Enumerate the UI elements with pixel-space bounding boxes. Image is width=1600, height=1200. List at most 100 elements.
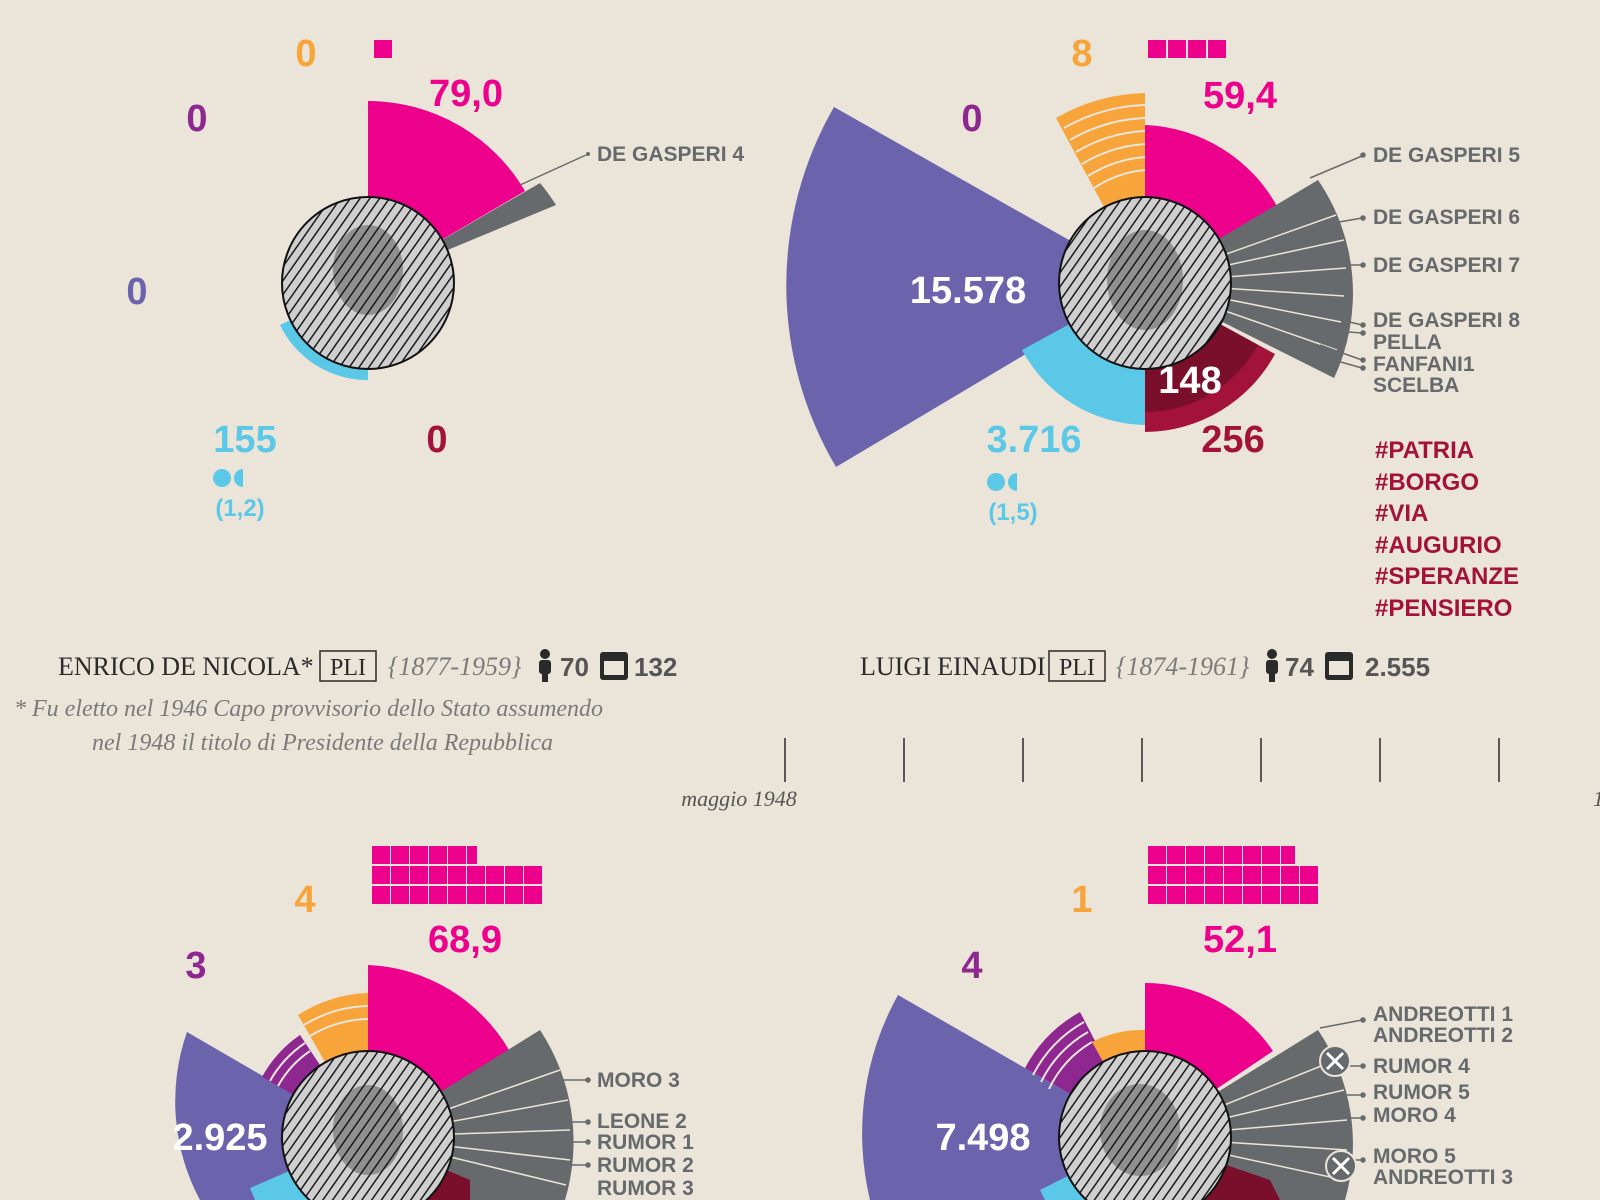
chart-mark [1168, 40, 1186, 58]
laws-value: 3.716 [986, 419, 1081, 461]
governments-fan [1144, 180, 1353, 378]
chart-mark [1243, 846, 1261, 864]
chart-mark [1360, 152, 1366, 158]
chart-mark [448, 886, 466, 904]
chart-mark [1266, 660, 1278, 674]
chart-mark [1148, 886, 1166, 904]
portrait-icon [281, 196, 455, 370]
chart-mark [1167, 846, 1185, 864]
chart-mark [1144, 214, 1347, 351]
chart-mark [1360, 1115, 1366, 1121]
chart-mark [1100, 1084, 1180, 1176]
timeline [784, 738, 1500, 782]
chart-mark [467, 846, 477, 864]
president-name: ENRICO DE NICOLA* [58, 652, 314, 681]
government-label: PELLA [1373, 331, 1442, 354]
chart-mark [1267, 649, 1277, 659]
no-entry-icon [1319, 1045, 1351, 1077]
calendar-icon [600, 652, 628, 680]
portrait-icon [281, 1050, 455, 1200]
chart-mark [1058, 1050, 1232, 1200]
chart-mark [448, 846, 466, 864]
violet-count: 0 [186, 98, 207, 140]
chart-mark [1186, 866, 1204, 884]
chart-mark [1262, 886, 1280, 904]
person-icon [539, 649, 551, 682]
book-icon [987, 473, 1017, 491]
chart-mark [448, 866, 466, 884]
government-label: MORO 4 [1373, 1104, 1456, 1127]
chart-mark [1243, 886, 1261, 904]
chart-mark [987, 473, 1005, 491]
chart-mark [1360, 357, 1366, 363]
chart-mark [1281, 846, 1295, 864]
chart-mark [1008, 473, 1017, 491]
violet-count: 0 [961, 98, 982, 140]
chart-mark [1309, 155, 1363, 179]
chart-mark [410, 886, 428, 904]
chart-mark [391, 866, 409, 884]
chart-mark [505, 886, 523, 904]
crimson-count: 0 [426, 419, 447, 461]
chart-mark [1208, 40, 1226, 58]
chart-mark [1148, 846, 1166, 864]
government-label: ANDREOTTI 2 [1373, 1024, 1513, 1047]
mark-group [1319, 1017, 1366, 1163]
chart-mark [1148, 40, 1166, 58]
chart-mark [1300, 886, 1318, 904]
government-label: DE GASPERI 6 [1373, 206, 1520, 229]
government-label: MORO 5 [1373, 1145, 1456, 1168]
approval-blocks [1148, 40, 1226, 58]
age: 74 [1285, 652, 1314, 682]
orange-count: 1 [1071, 879, 1092, 921]
portrait-icon [1058, 196, 1232, 370]
hashtag: #SPERANZE [1375, 563, 1519, 590]
orange-count: 8 [1071, 33, 1092, 75]
government-label: ANDREOTTI 3 [1373, 1166, 1513, 1189]
hashtag: #VIA [1375, 500, 1428, 527]
president-name: LUIGI EINAUDI [860, 652, 1046, 681]
mark-group: #PATRIA #BORGO #VIA #AUGURIO #SPERANZE #… [1375, 437, 1519, 622]
chart-mark [585, 1077, 591, 1083]
pardons-value: 15.578 [910, 270, 1026, 312]
orange-count: 4 [294, 879, 315, 921]
no-entry-icon [1325, 1150, 1357, 1182]
chart-mark [1262, 846, 1280, 864]
chart-mark [410, 866, 428, 884]
chart-mark [410, 846, 428, 864]
chart-mark [539, 660, 551, 674]
chart-mark [367, 1069, 571, 1186]
pardons-value: 7.498 [935, 1117, 1030, 1159]
chart-mark [1063, 104, 1146, 189]
violet-count: 4 [961, 945, 982, 987]
chart-mark [1145, 180, 1353, 378]
government-label: ANDREOTTI 1 [1373, 1003, 1513, 1026]
chart-mark [1321, 217, 1363, 226]
chart-mark [429, 846, 447, 864]
mark-group: MORO 3 LEONE 2 RUMOR 1 RUMOR 2 RUMOR 3 [597, 1069, 694, 1200]
chart-mark [540, 649, 550, 659]
approval-value: 52,1 [1203, 919, 1277, 961]
chart-mark [1188, 40, 1206, 58]
chart-mark [303, 1005, 369, 1037]
government-label: DE GASPERI 4 [597, 143, 744, 166]
chart-mark [586, 152, 590, 156]
chart-mark [1148, 866, 1166, 884]
government-label: RUMOR 5 [1373, 1081, 1470, 1104]
government-label: DE GASPERI 8 [1373, 309, 1520, 332]
party-label: PLI [1059, 655, 1095, 681]
mark-group [1309, 152, 1366, 371]
orange-count: 0 [295, 33, 316, 75]
chart-mark [269, 1042, 311, 1087]
government-label: MORO 3 [597, 1069, 680, 1092]
years: {1877-1959} [388, 652, 522, 681]
hashtag: #PENSIERO [1375, 595, 1512, 622]
chart-mark [1269, 672, 1275, 682]
chart-mark [391, 886, 409, 904]
government-label: RUMOR 3 [597, 1177, 694, 1200]
chart-mark [1186, 886, 1204, 904]
government-label: FANFANI1 [1373, 353, 1475, 376]
government-label: RUMOR 2 [597, 1154, 694, 1177]
chart-mark [604, 661, 624, 675]
approval-blocks [372, 846, 542, 904]
